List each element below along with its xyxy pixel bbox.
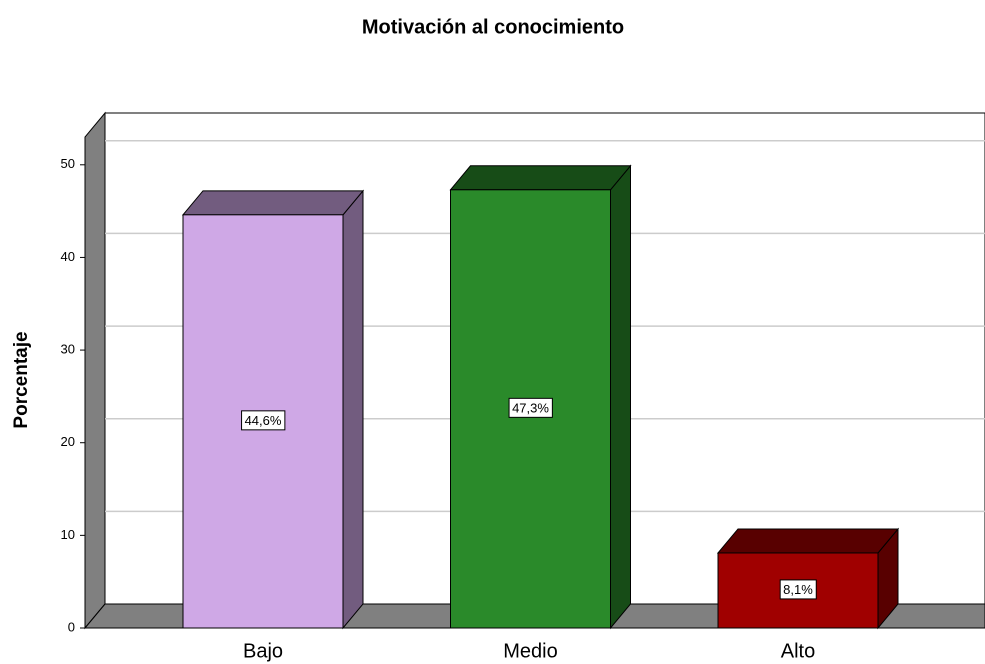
value-label: 47,3% <box>512 400 549 415</box>
value-label: 44,6% <box>245 413 282 428</box>
y-tick-label: 10 <box>61 527 75 542</box>
left-wall <box>84 111 106 630</box>
bar-top <box>181 190 365 216</box>
value-label-box <box>779 579 817 600</box>
y-tick-label: 40 <box>61 249 75 264</box>
value-label-box <box>241 410 286 431</box>
value-label: 8,1% <box>783 582 813 597</box>
bar-top <box>716 528 900 554</box>
bar-side <box>342 189 364 630</box>
bar-side <box>610 164 631 630</box>
x-tick-label: Alto <box>781 640 815 662</box>
y-tick-label: 20 <box>61 434 75 449</box>
chart-title: Motivación al conocimiento <box>362 16 624 38</box>
x-tick-label: Bajo <box>243 640 283 662</box>
value-label-box <box>508 397 553 418</box>
bar-top <box>449 165 632 191</box>
y-tick-label: 30 <box>61 342 75 357</box>
x-tick-label: Medio <box>503 640 557 662</box>
y-axis-label: Porcentaje <box>11 331 32 428</box>
y-tick-label: 50 <box>61 156 75 171</box>
y-tick-label: 0 <box>68 619 75 634</box>
